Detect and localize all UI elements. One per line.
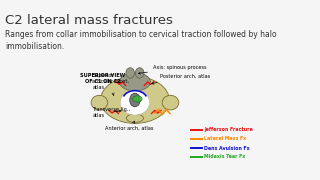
Ellipse shape — [119, 73, 150, 91]
Ellipse shape — [135, 68, 144, 78]
Text: Posterior arch, atlas: Posterior arch, atlas — [152, 74, 210, 84]
Text: Jefferson Fracture: Jefferson Fracture — [204, 127, 253, 132]
Ellipse shape — [126, 114, 143, 122]
Text: Transverse lig.,
atlas: Transverse lig., atlas — [92, 107, 130, 118]
Ellipse shape — [91, 95, 108, 110]
Ellipse shape — [162, 95, 179, 110]
Text: Axis: spinous process: Axis: spinous process — [139, 65, 206, 74]
Ellipse shape — [100, 77, 169, 123]
Ellipse shape — [132, 96, 142, 102]
Ellipse shape — [126, 68, 134, 78]
Text: Dens Avulsion Fx: Dens Avulsion Fx — [204, 145, 250, 150]
Ellipse shape — [120, 90, 150, 115]
Text: Anterior arch, atlas: Anterior arch, atlas — [105, 121, 153, 131]
Text: Superior
articular facet,
atlas: Superior articular facet, atlas — [92, 73, 129, 95]
Ellipse shape — [130, 93, 140, 107]
Text: Ranges from collar immobilisation to cervical traction followed by halo
immobili: Ranges from collar immobilisation to cer… — [5, 30, 277, 51]
Text: C2 lateral mass fractures: C2 lateral mass fractures — [5, 14, 173, 27]
Text: Midaxis Tear Fx: Midaxis Tear Fx — [204, 154, 245, 159]
Text: SUPERIOR VIEW
OF C1 ON C2: SUPERIOR VIEW OF C1 ON C2 — [80, 73, 125, 84]
Text: Lateral Mass Fx: Lateral Mass Fx — [204, 136, 246, 141]
